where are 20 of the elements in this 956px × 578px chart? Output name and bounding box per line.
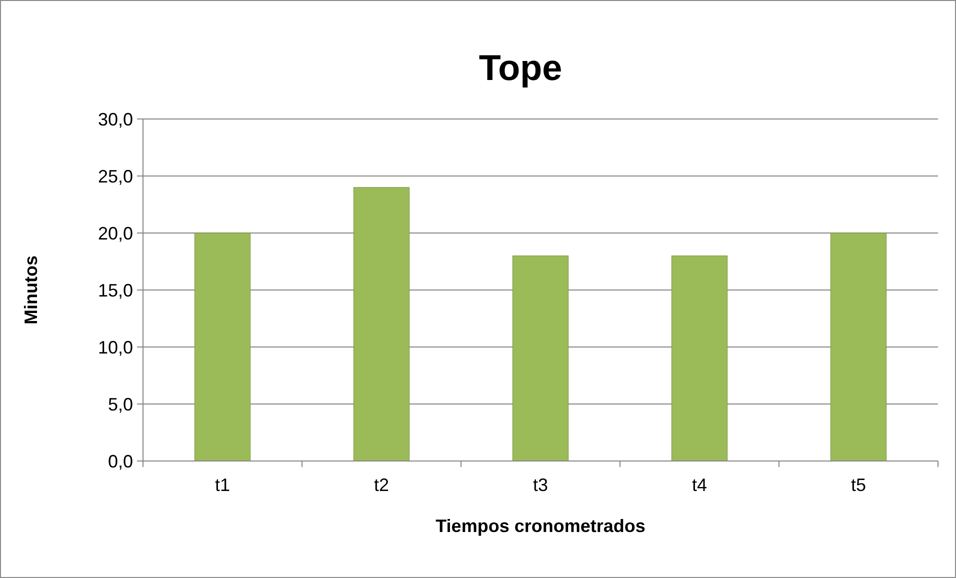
bar <box>194 232 251 462</box>
x-tick-label: t5 <box>850 475 866 495</box>
y-tick-label: 0,0 <box>108 451 133 472</box>
bar <box>512 256 569 462</box>
y-tick-label: 10,0 <box>98 337 133 358</box>
x-tick-label: t3 <box>532 475 548 495</box>
x-tick-label: t1 <box>214 475 230 495</box>
bar <box>671 256 728 462</box>
chart-title: Tope <box>478 47 562 88</box>
bar <box>830 232 887 462</box>
x-axis-title: Tiempos cronometrados <box>436 516 646 536</box>
y-tick-label: 25,0 <box>98 166 133 186</box>
y-tick-label: 30,0 <box>98 109 133 130</box>
y-tick-label: 5,0 <box>108 394 133 414</box>
x-tick-label: t4 <box>692 475 708 495</box>
y-axis-title: Minutos <box>21 256 41 324</box>
y-tick-label: 15,0 <box>98 280 133 300</box>
x-tick-label: t2 <box>374 475 390 495</box>
bar <box>353 187 410 462</box>
y-tick-label: 20,0 <box>98 223 133 244</box>
